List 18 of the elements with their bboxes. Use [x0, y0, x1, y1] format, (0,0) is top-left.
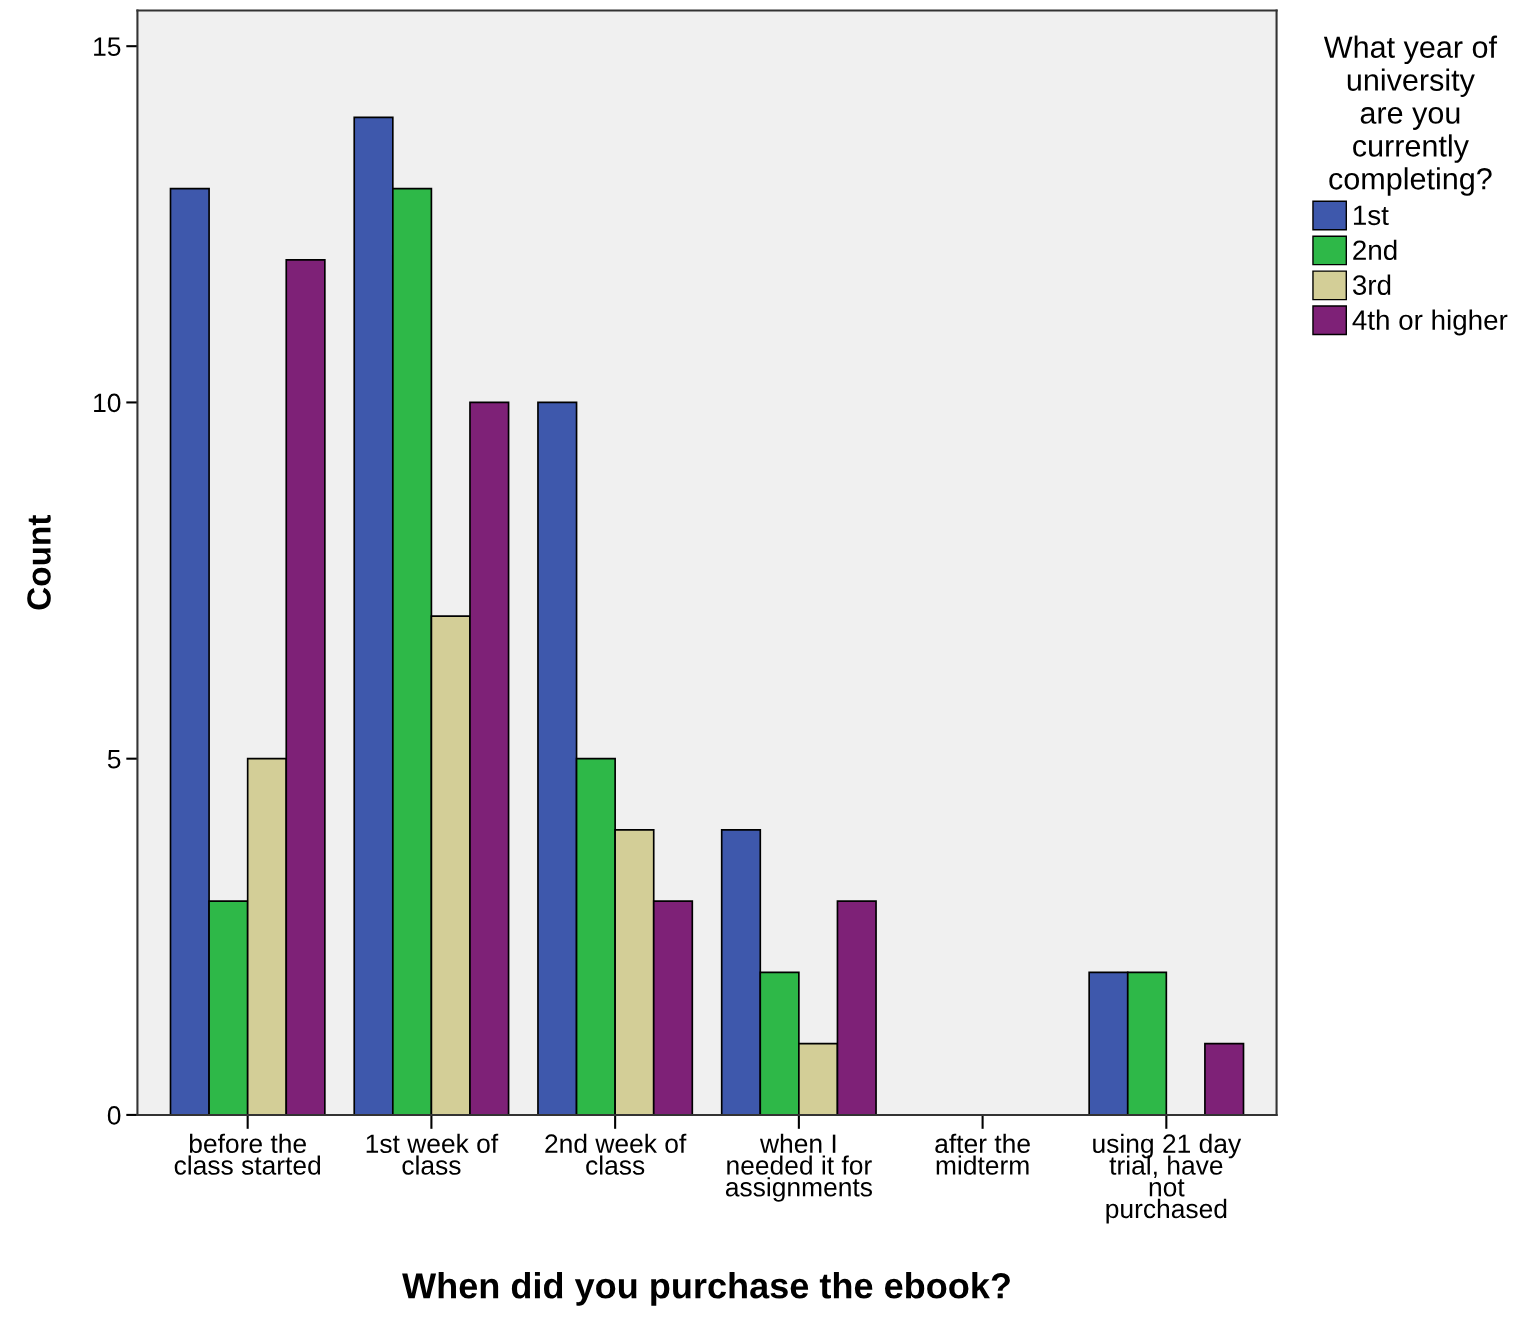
x-tick-label: when I needed it for assignments [725, 1133, 872, 1202]
legend-label: 1st [1353, 205, 1389, 226]
bar [1204, 1042, 1245, 1115]
legend-label: 3rd [1352, 274, 1391, 295]
x-axis-title: When did you purchase the ebook? [402, 1272, 1010, 1306]
x-tick-label: 1st week of class [366, 1133, 499, 1175]
x-tick-label: before the class started [174, 1133, 321, 1175]
y-tick-label: 10 [94, 393, 121, 413]
y-axis-title: Count [27, 515, 51, 610]
x-tick-label: 2nd week of class [545, 1133, 687, 1175]
y-tick-label: 5 [107, 750, 121, 769]
x-tick-label: after the midterm [935, 1133, 1030, 1175]
y-tick-label: 15 [94, 37, 121, 57]
x-tick-label: using 21 day trial, have not purchased [1093, 1133, 1242, 1224]
legend-title: What year of university are you currently completing? [1323, 35, 1498, 196]
y-tick-label: 0 [107, 1106, 121, 1125]
legend-label: 2nd [1353, 239, 1397, 261]
legend-label: 4th or higher [1352, 309, 1508, 336]
